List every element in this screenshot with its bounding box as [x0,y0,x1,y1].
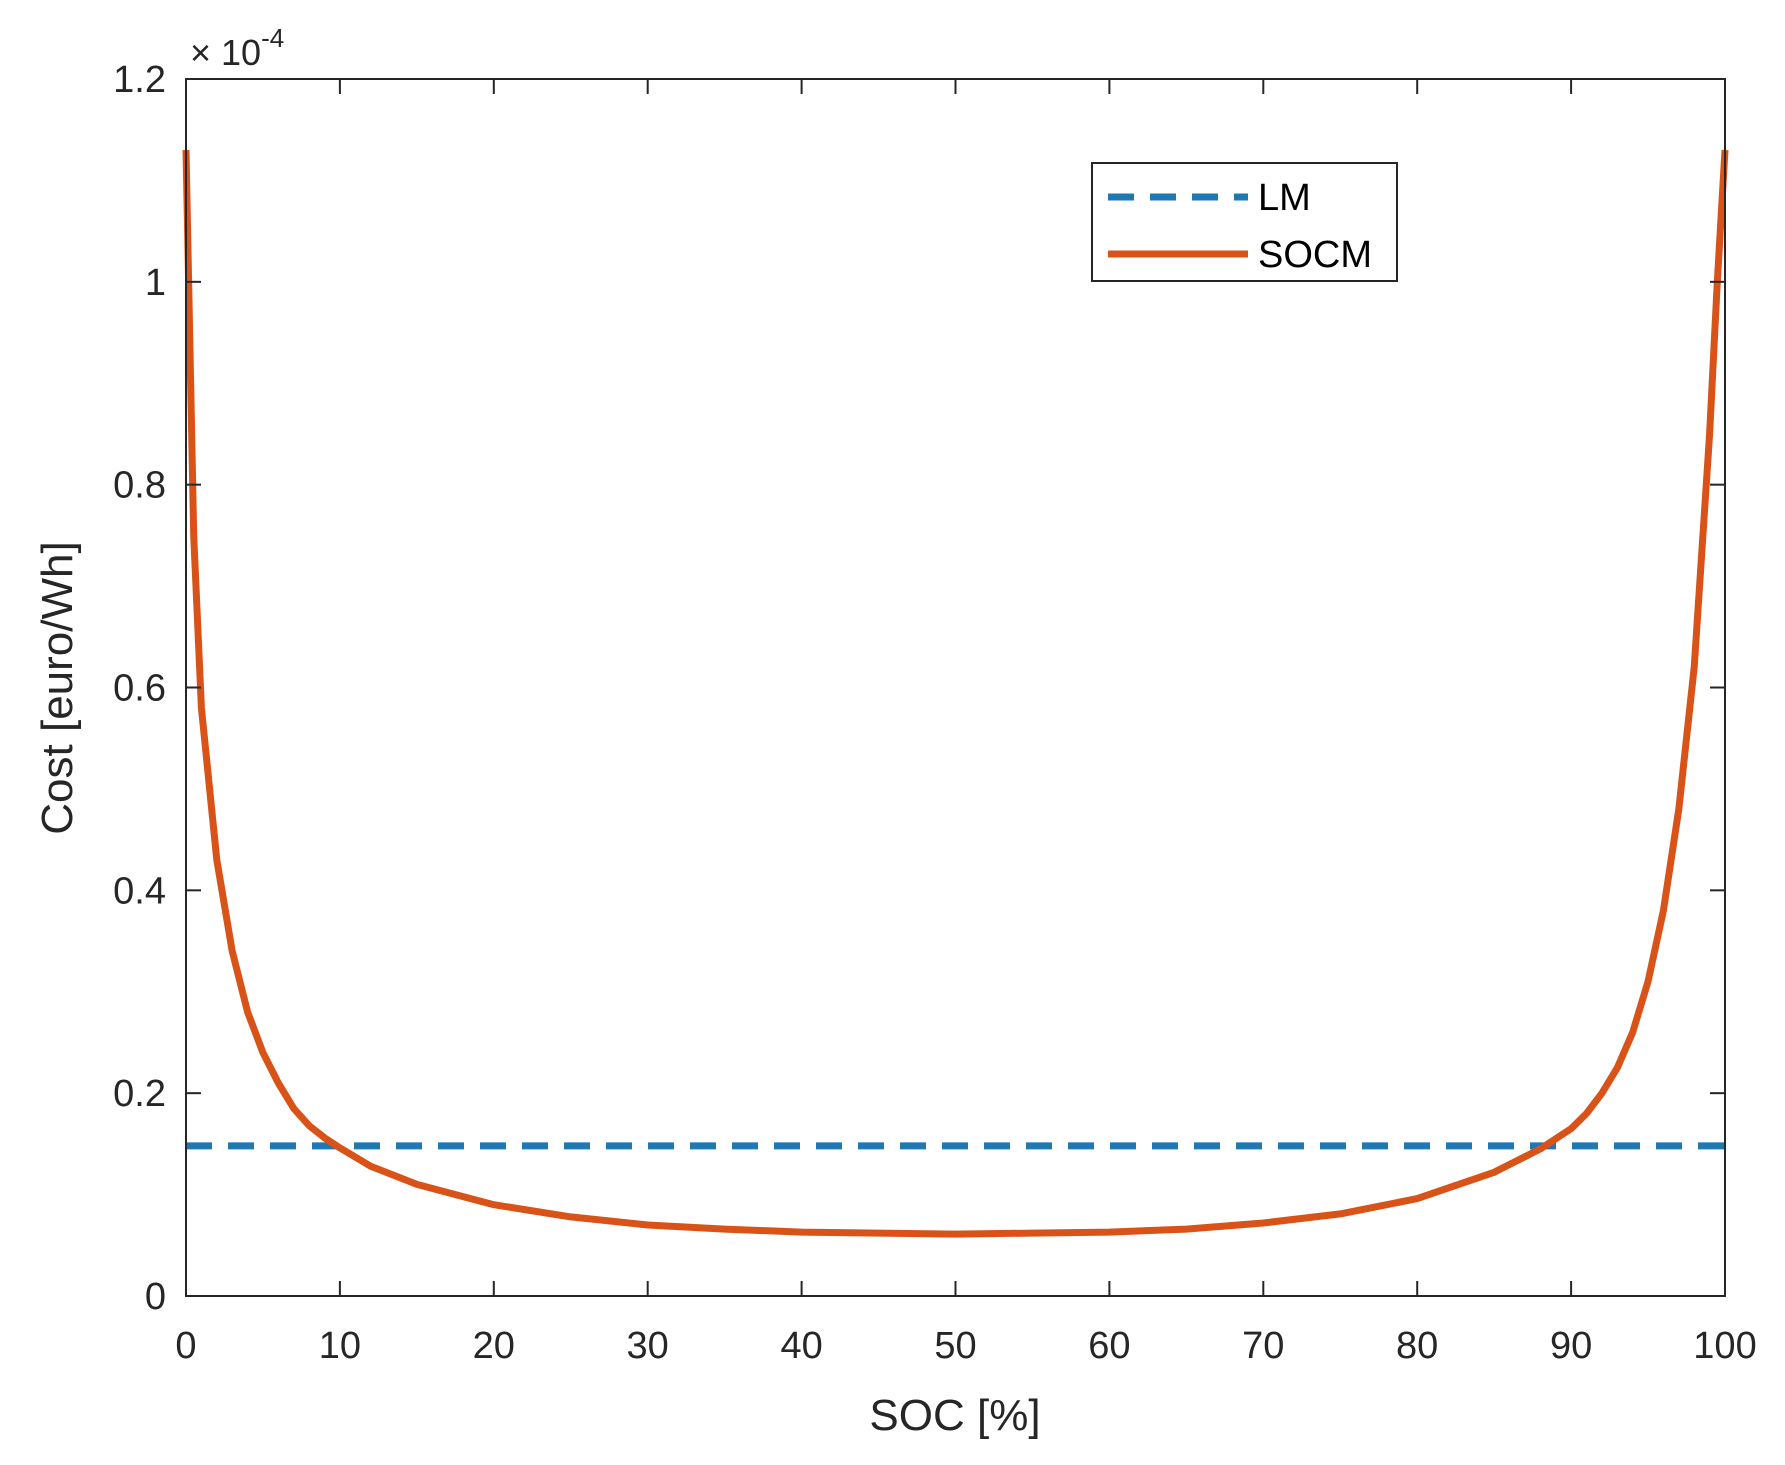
y-axis-title: Cost [euro/Wh] [33,541,82,834]
legend-label-socm: SOCM [1258,234,1372,276]
y-tick-label: 0.2 [113,1073,166,1115]
y-tick-label: 0.4 [113,870,166,912]
x-tick-label: 40 [780,1325,822,1367]
x-axis-title: SOC [%] [869,1391,1040,1440]
y-multiplier-base: × 10 [190,32,261,73]
legend: LM SOCM [1091,162,1398,282]
y-tick-label: 0.8 [113,465,166,507]
plot-area [186,79,1725,1296]
series-layer [182,149,1729,1238]
legend-label-lm: LM [1258,177,1311,219]
y-tick-label: 0 [145,1276,166,1318]
x-tick-label: 30 [627,1325,669,1367]
y-tick-labels: 0 0.2 0.4 0.6 0.8 1 1.2 [113,59,166,1318]
x-tick-labels: 0 10 20 30 40 50 60 70 80 90 100 [175,1325,1756,1367]
x-tick-label: 90 [1550,1325,1592,1367]
tick-layer [185,78,1726,1297]
y-multiplier-exponent: -4 [261,23,284,53]
y-tick-label: 0.6 [113,668,166,710]
x-tick-label: 80 [1396,1325,1438,1367]
legend-box [1091,162,1398,282]
y-tick-label: 1.2 [113,59,166,101]
x-tick-label: 100 [1693,1325,1756,1367]
x-tick-label: 0 [175,1325,196,1367]
x-tick-label: 50 [934,1325,976,1367]
series-line-socm [182,149,1729,1238]
x-tick-label: 10 [319,1325,361,1367]
x-tick-label: 20 [473,1325,515,1367]
x-tick-label: 70 [1242,1325,1284,1367]
x-tick-label: 60 [1088,1325,1130,1367]
y-tick-label: 1 [145,262,166,304]
y-multiplier: × 10-4 [190,23,284,73]
